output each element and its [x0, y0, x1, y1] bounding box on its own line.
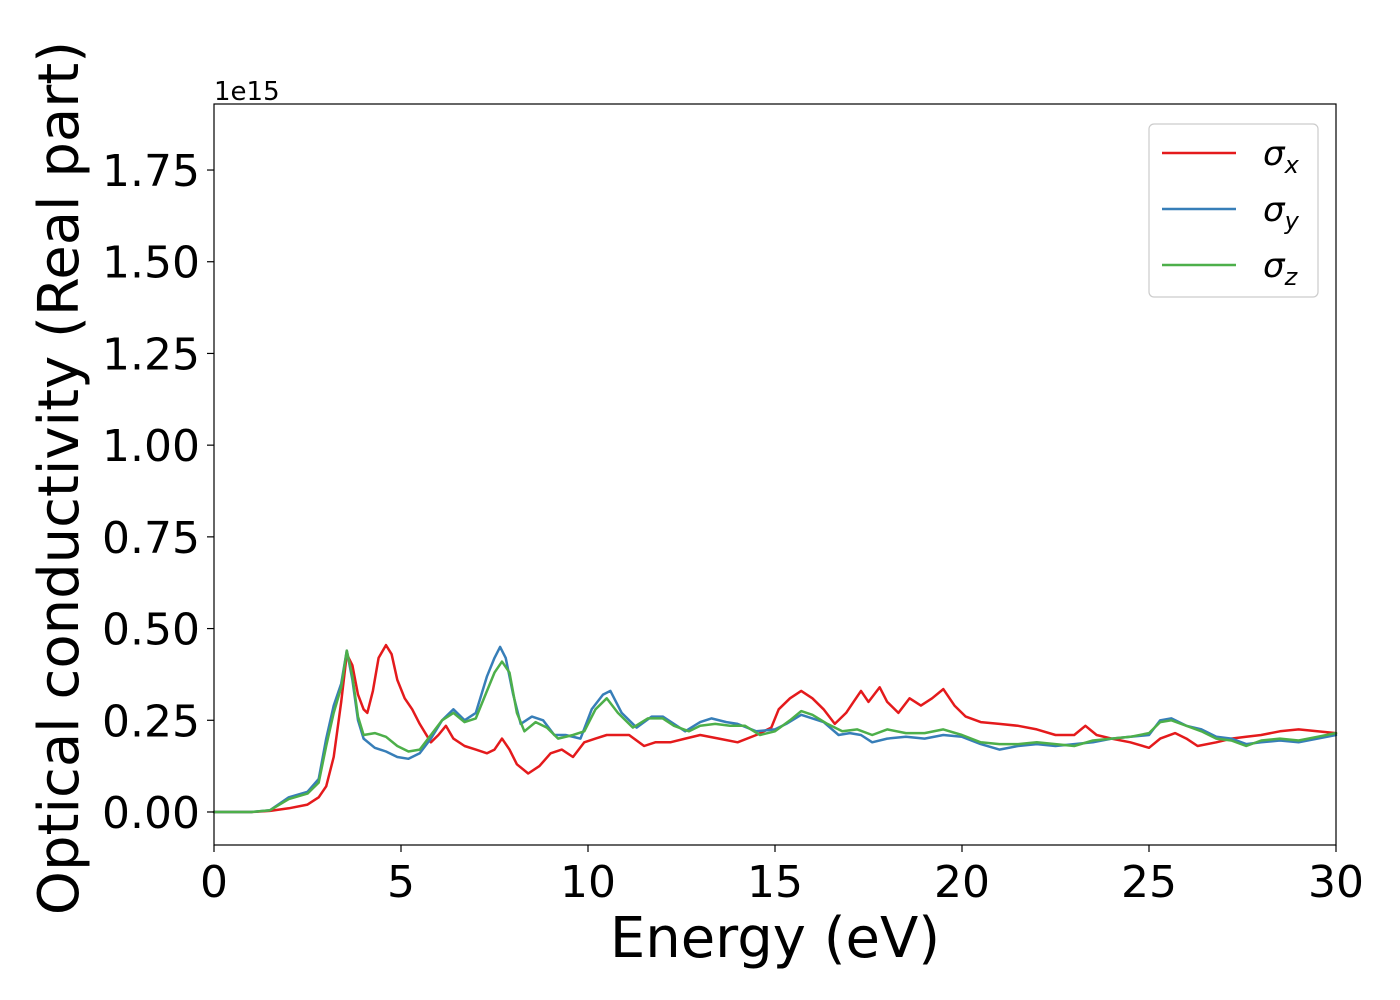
- x-tick-label: 25: [1121, 857, 1177, 908]
- series-line-z: [212, 649, 1338, 814]
- x-tick-label: 30: [1308, 857, 1364, 908]
- y-axis: 0.00 0.25 0.50 0.75 1.00 1.25 1.50 1.75: [102, 146, 214, 839]
- legend-label-y: σy: [1263, 190, 1300, 235]
- series-line-x: [212, 643, 1338, 814]
- x-tick-label: 0: [200, 857, 228, 908]
- x-tick-label: 5: [387, 857, 415, 908]
- y-tick-label: 0.75: [102, 513, 200, 564]
- y-tick-label: 1.75: [102, 146, 200, 197]
- y-offset-label: 1e15: [214, 77, 280, 107]
- y-tick-label: 0.00: [102, 788, 200, 839]
- x-axis: 0 5 10 15 20 25 30: [200, 845, 1364, 908]
- x-tick-label: 15: [747, 857, 803, 908]
- y-tick-label: 1.00: [102, 421, 200, 472]
- y-tick-label: 0.25: [102, 696, 200, 747]
- y-tick-label: 1.50: [102, 238, 200, 289]
- y-tick-label: 1.25: [102, 329, 200, 380]
- x-axis-title: Energy (eV): [610, 906, 940, 971]
- y-axis-title: Optical conductivity (Real part): [27, 41, 92, 915]
- legend-frame: [1148, 123, 1319, 298]
- series-layer: [212, 643, 1338, 814]
- x-tick-label: 20: [934, 857, 990, 908]
- y-tick-label: 0.50: [102, 605, 200, 656]
- x-tick-label: 10: [560, 857, 616, 908]
